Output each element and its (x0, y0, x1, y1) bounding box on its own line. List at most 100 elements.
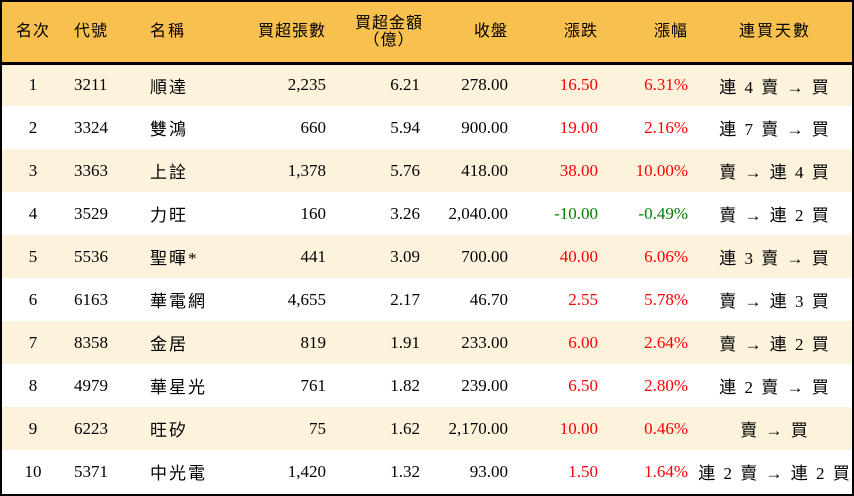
cell-code: 3363 (74, 160, 108, 180)
cell-consecutive-days: 連 2 賣 → 連 2 買 (698, 464, 852, 483)
cell-change: 19.00 (559, 117, 598, 137)
cell-change-pct: 2.80% (644, 375, 688, 395)
cell-name: 華電網 (150, 292, 207, 311)
cell-close: 900.00 (461, 117, 508, 137)
cell-name: 力旺 (150, 206, 188, 225)
cell-change-pct: 10.00% (635, 160, 688, 180)
header-change: 漲跌 (563, 23, 598, 41)
cell-change: 6.50 (568, 375, 598, 395)
cell-change: 1.50 (568, 461, 598, 481)
table-row: 3 3363 上詮 1,378 5.76 418.00 38.00 10.00% 賣 → 連 4… (2, 149, 852, 192)
table-row: 5 5536 聖暉* 441 3.09 700.00 40.00 6.06% 連 3 賣 → 買 (2, 235, 852, 278)
cell-code: 3529 (74, 203, 108, 223)
cell-net-buy-lots: 441 (300, 246, 327, 266)
header-name: 名稱 (150, 23, 187, 41)
table-row: 9 6223 旺矽 75 1.62 2,170.00 10.00 0.46% 賣 → 買 (2, 407, 852, 450)
cell-close: 278.00 (461, 75, 508, 95)
table-row: 8 4979 華星光 761 1.82 239.00 6.50 2.80% 連 2 賣 → 買 (2, 364, 852, 407)
cell-rank: 8 (28, 375, 38, 395)
cell-close: 93.00 (469, 461, 508, 481)
cell-change: 10.00 (559, 418, 598, 438)
table-row: 6 6163 華電網 4,655 2.17 46.70 2.55 5.78% 賣 → 連 3 買 (2, 278, 852, 321)
header-consecutive-days: 連買天數 (738, 23, 811, 41)
cell-close: 2,040.00 (448, 203, 509, 223)
cell-rank: 3 (28, 160, 38, 180)
cell-consecutive-days: 連 2 賣 → 買 (719, 378, 831, 397)
header-close: 收盤 (473, 23, 508, 41)
cell-net-buy-amount: 1.82 (390, 375, 420, 395)
cell-name: 華星光 (150, 378, 207, 397)
cell-net-buy-lots: 1,378 (287, 160, 326, 180)
cell-name: 金居 (150, 335, 188, 354)
cell-net-buy-amount: 1.91 (390, 332, 420, 352)
cell-change-pct: 5.78% (644, 289, 688, 309)
header-rank: 名次 (15, 23, 50, 41)
cell-code: 3324 (74, 117, 108, 137)
header-net-buy-amount: 買超金額 （億） (330, 2, 428, 63)
cell-name: 上詮 (150, 163, 188, 182)
cell-net-buy-lots: 75 (309, 418, 326, 438)
cell-net-buy-lots: 160 (300, 203, 327, 223)
cell-consecutive-days: 賣 → 連 2 買 (719, 335, 831, 354)
cell-change-pct: 1.64% (644, 461, 688, 481)
cell-consecutive-days: 賣 → 連 2 買 (719, 206, 831, 225)
cell-close: 46.70 (469, 289, 508, 309)
cell-change-pct: 6.06% (644, 246, 688, 266)
cell-rank: 10 (24, 461, 42, 481)
cell-close: 2,170.00 (448, 418, 509, 438)
cell-consecutive-days: 連 3 賣 → 買 (719, 249, 831, 268)
cell-name: 中光電 (150, 464, 207, 483)
cell-code: 5371 (74, 461, 108, 481)
cell-close: 700.00 (461, 246, 508, 266)
cell-code: 4979 (74, 375, 108, 395)
cell-code: 6223 (74, 418, 108, 438)
cell-net-buy-lots: 660 (300, 117, 327, 137)
cell-net-buy-amount: 2.17 (390, 289, 420, 309)
cell-consecutive-days: 賣 → 連 3 買 (719, 292, 831, 311)
cell-code: 8358 (74, 332, 108, 352)
cell-change-pct: 2.16% (644, 117, 688, 137)
header-net-buy-amount-line1: 買超金額 (354, 14, 423, 32)
cell-change: 2.55 (568, 289, 598, 309)
cell-consecutive-days: 連 7 賣 → 買 (719, 120, 831, 139)
cell-rank: 9 (28, 418, 38, 438)
cell-rank: 5 (28, 246, 38, 266)
cell-name: 聖暉* (150, 249, 199, 268)
table-row: 1 3211 順達 2,235 6.21 278.00 16.50 6.31% 連 4 賣 → … (2, 63, 852, 106)
cell-net-buy-amount: 3.09 (390, 246, 420, 266)
header-net-buy-lots: 買超張數 (257, 23, 326, 41)
cell-net-buy-amount: 1.32 (390, 461, 420, 481)
cell-code: 5536 (74, 246, 108, 266)
cell-name: 順達 (150, 77, 188, 97)
header-net-buy-amount-line2: （億） (363, 31, 415, 49)
cell-close: 233.00 (461, 332, 508, 352)
header-change-pct: 漲幅 (653, 23, 688, 41)
cell-rank: 2 (28, 117, 38, 137)
cell-net-buy-lots: 1,420 (287, 461, 326, 481)
cell-rank: 4 (28, 203, 38, 223)
cell-change-pct: 6.31% (644, 75, 688, 95)
cell-net-buy-amount: 6.21 (390, 75, 420, 95)
cell-change: 40.00 (559, 246, 598, 266)
cell-rank: 6 (28, 289, 38, 309)
cell-close: 239.00 (461, 375, 508, 395)
header-code: 代號 (74, 23, 109, 41)
table-row: 7 8358 金居 819 1.91 233.00 6.00 2.64% 賣 → 連 2 買 (2, 321, 852, 364)
cell-change-pct: -0.49% (638, 203, 688, 223)
table-header-row: 名次 代號 名稱 買超張數 買超金額 （億） 收盤 漲跌 漲幅 連買天數 (2, 2, 852, 63)
cell-net-buy-amount: 5.94 (390, 117, 420, 137)
cell-net-buy-lots: 761 (300, 375, 327, 395)
table-row: 10 5371 中光電 1,420 1.32 93.00 1.50 1.64% 連 2 賣 → … (2, 450, 852, 493)
cell-net-buy-lots: 2,235 (287, 75, 326, 95)
table-row: 2 3324 雙鴻 660 5.94 900.00 19.00 2.16% 連 7 賣 → 買 (2, 106, 852, 149)
cell-change: 16.50 (559, 75, 598, 95)
table-body: 1 3211 順達 2,235 6.21 278.00 16.50 6.31% 連 4 賣 → … (2, 63, 852, 493)
cell-code: 3211 (74, 75, 108, 95)
cell-change: 38.00 (559, 160, 598, 180)
cell-close: 418.00 (461, 160, 508, 180)
cell-name: 旺矽 (150, 421, 188, 440)
cell-consecutive-days: 賣 → 連 4 買 (719, 163, 831, 182)
cell-net-buy-lots: 819 (300, 332, 327, 352)
